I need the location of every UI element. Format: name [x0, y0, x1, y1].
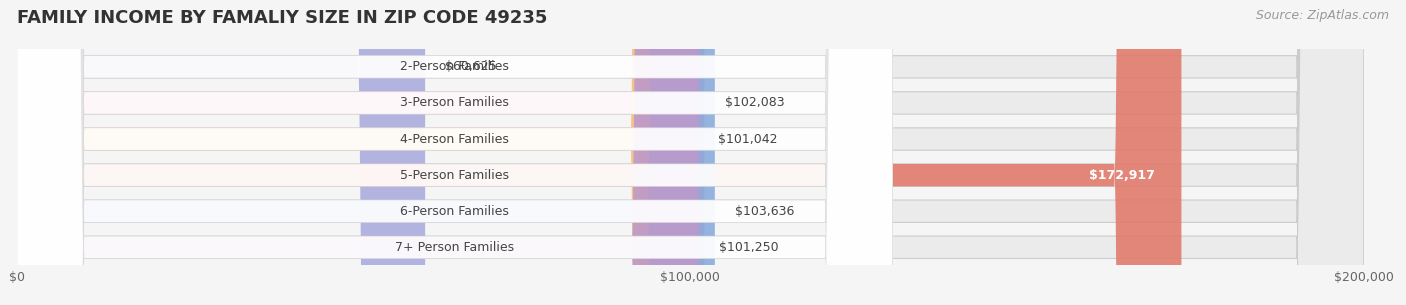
FancyBboxPatch shape — [17, 0, 1181, 305]
FancyBboxPatch shape — [17, 0, 893, 305]
Text: $103,636: $103,636 — [735, 205, 794, 218]
FancyBboxPatch shape — [17, 0, 1364, 305]
FancyBboxPatch shape — [17, 0, 1364, 305]
Text: Source: ZipAtlas.com: Source: ZipAtlas.com — [1256, 9, 1389, 22]
FancyBboxPatch shape — [17, 0, 893, 305]
FancyBboxPatch shape — [17, 0, 697, 305]
Text: 7+ Person Families: 7+ Person Families — [395, 241, 515, 254]
FancyBboxPatch shape — [17, 0, 1364, 305]
FancyBboxPatch shape — [17, 0, 1364, 305]
FancyBboxPatch shape — [17, 0, 893, 305]
FancyBboxPatch shape — [17, 0, 704, 305]
FancyBboxPatch shape — [17, 0, 714, 305]
Text: 5-Person Families: 5-Person Families — [401, 169, 509, 181]
FancyBboxPatch shape — [17, 0, 699, 305]
Text: $101,042: $101,042 — [717, 133, 778, 145]
Text: FAMILY INCOME BY FAMALIY SIZE IN ZIP CODE 49235: FAMILY INCOME BY FAMALIY SIZE IN ZIP COD… — [17, 9, 547, 27]
Text: 3-Person Families: 3-Person Families — [401, 96, 509, 109]
FancyBboxPatch shape — [17, 0, 893, 305]
FancyBboxPatch shape — [17, 0, 893, 305]
FancyBboxPatch shape — [17, 0, 425, 305]
Text: 2-Person Families: 2-Person Families — [401, 60, 509, 73]
Text: 6-Person Families: 6-Person Families — [401, 205, 509, 218]
Text: $172,917: $172,917 — [1088, 169, 1154, 181]
Text: $101,250: $101,250 — [718, 241, 779, 254]
Text: $102,083: $102,083 — [724, 96, 785, 109]
FancyBboxPatch shape — [17, 0, 893, 305]
FancyBboxPatch shape — [17, 0, 1364, 305]
Text: 4-Person Families: 4-Person Families — [401, 133, 509, 145]
FancyBboxPatch shape — [17, 0, 1364, 305]
Text: $60,625: $60,625 — [446, 60, 496, 73]
